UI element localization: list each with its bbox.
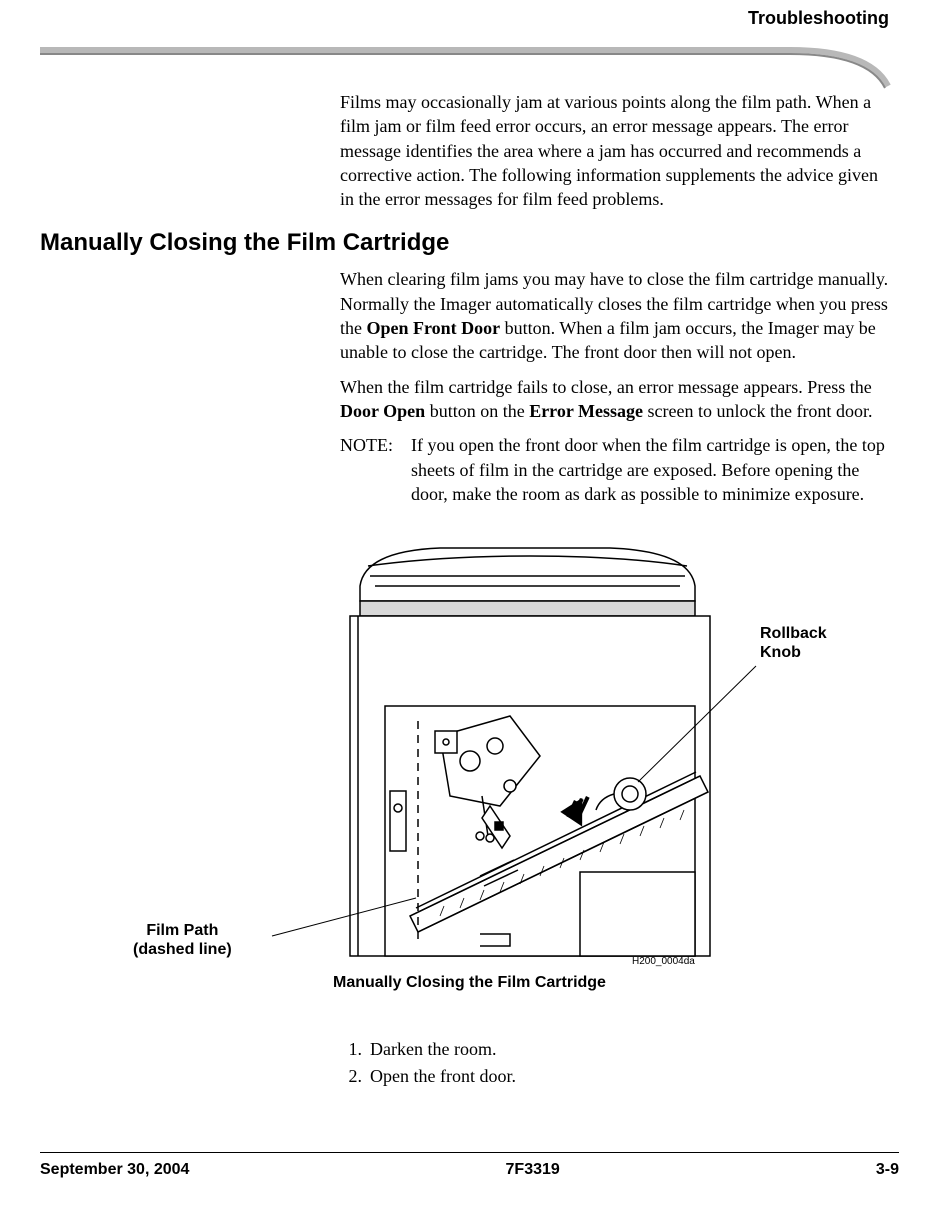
p2-bold-error-message: Error Message — [529, 401, 643, 421]
step-1-num: 1. — [340, 1036, 362, 1063]
callout-film-path: Film Path (dashed line) — [133, 921, 232, 959]
figure-caption: Manually Closing the Film Cartridge — [40, 974, 899, 992]
callout-l-l2: (dashed line) — [133, 941, 232, 958]
page-footer: September 30, 2004 7F3319 3-9 — [40, 1152, 899, 1179]
section-p2: When the film cartridge fails to close, … — [340, 375, 889, 424]
p2-c: screen to unlock the front door. — [643, 401, 872, 421]
callout-rollback-knob: Rollback Knob — [760, 624, 827, 662]
step-2-num: 2. — [340, 1063, 362, 1090]
footer-date: September 30, 2004 — [40, 1161, 189, 1179]
step-1: 1. Darken the room. — [340, 1036, 889, 1063]
step-2-text: Open the front door. — [370, 1063, 516, 1090]
step-2: 2. Open the front door. — [340, 1063, 889, 1090]
footer-docnum: 7F3319 — [506, 1161, 560, 1179]
figure: Rollback Knob Film Path (dashed line) H2… — [40, 536, 899, 1016]
section-heading: Manually Closing the Film Cartridge — [40, 229, 899, 257]
callout-r-l2: Knob — [760, 644, 801, 661]
section-p1: When clearing film jams you may have to … — [340, 267, 889, 364]
p2-bold-door-open: Door Open — [340, 401, 425, 421]
figure-id: H200_0004da — [632, 956, 695, 967]
page-header: Troubleshooting — [40, 0, 899, 90]
intro-paragraph: Films may occasionally jam at various po… — [340, 90, 889, 211]
callout-l-l1: Film Path — [146, 922, 218, 939]
section-body: When clearing film jams you may have to … — [340, 267, 889, 506]
callout-r-l1: Rollback — [760, 625, 827, 642]
step-1-text: Darken the room. — [370, 1036, 496, 1063]
page: Troubleshooting Films may occasionally j… — [0, 0, 939, 1207]
header-title: Troubleshooting — [748, 8, 889, 29]
header-rule-swoosh — [40, 42, 899, 92]
intro-text: Films may occasionally jam at various po… — [340, 90, 889, 211]
p2-b: button on the — [425, 401, 529, 421]
note-body: If you open the front door when the film… — [411, 433, 889, 506]
note: NOTE: If you open the front door when th… — [340, 433, 889, 506]
p1-bold-open-front-door: Open Front Door — [367, 318, 501, 338]
note-label: NOTE: — [340, 433, 393, 506]
footer-pagenum: 3-9 — [876, 1161, 899, 1179]
p2-a: When the film cartridge fails to close, … — [340, 377, 872, 397]
steps-list: 1. Darken the room. 2. Open the front do… — [340, 1036, 889, 1090]
